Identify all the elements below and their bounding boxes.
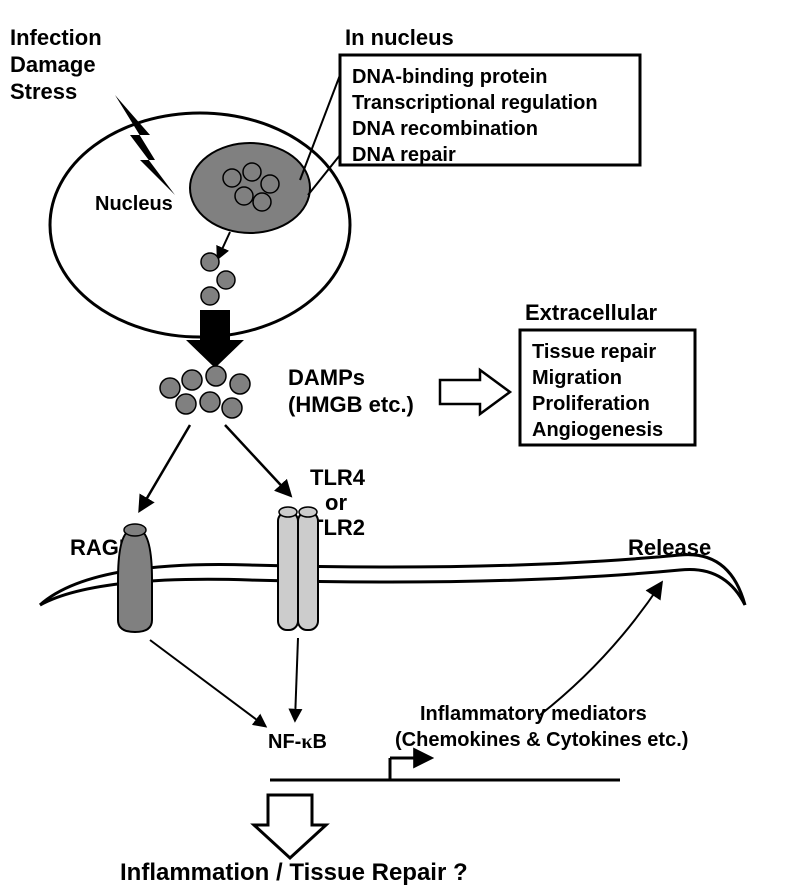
in-nucleus-line: DNA-binding protein	[352, 66, 548, 88]
extracellular-line: Tissue repair	[532, 341, 656, 363]
damage-label: Damage	[10, 52, 96, 77]
mediators-label-2: (Chemokines & Cytokines etc.)	[395, 729, 688, 751]
in-nucleus-line: DNA repair	[352, 144, 456, 166]
tlr-cap-left	[279, 507, 297, 517]
nucleus-label: Nucleus	[95, 193, 173, 215]
damp-particle	[222, 398, 242, 418]
extracellular-line: Migration	[532, 367, 622, 389]
damp-particle	[230, 374, 250, 394]
mediators-label-1: Inflammatory mediators	[420, 703, 647, 725]
extracellular-title: Extracellular	[525, 300, 658, 325]
rage-receptor-cap	[124, 524, 146, 536]
rage-receptor	[118, 530, 152, 632]
nucleus-particle	[253, 193, 271, 211]
damp-particle	[182, 370, 202, 390]
nucleus	[190, 143, 310, 233]
infection-label: Infection	[10, 25, 102, 50]
in-nucleus-title: In nucleus	[345, 25, 454, 50]
cytoplasm-particle	[201, 253, 219, 271]
cytoplasm-particle	[217, 271, 235, 289]
nucleus-particle	[243, 163, 261, 181]
damp-particle	[200, 392, 220, 412]
in-nucleus-line: DNA recombination	[352, 118, 538, 140]
release-label: Release	[628, 535, 711, 560]
nucleus-particle	[235, 187, 253, 205]
cytoplasm-particle	[201, 287, 219, 305]
nfkb-label: NF-κB	[268, 731, 327, 753]
damp-particle	[206, 366, 226, 386]
nucleus-particle	[261, 175, 279, 193]
nucleus-particle	[223, 169, 241, 187]
stress-label: Stress	[10, 79, 77, 104]
tlr-receptor-left	[278, 512, 298, 630]
extracellular-line: Angiogenesis	[532, 419, 663, 441]
damp-particle	[176, 394, 196, 414]
damps-label: DAMPs	[288, 365, 365, 390]
damp-particle	[160, 378, 180, 398]
extracellular-line: Proliferation	[532, 393, 650, 415]
bottom-label: Inflammation / Tissue Repair ?	[120, 859, 468, 886]
in-nucleus-line: Transcriptional regulation	[352, 92, 598, 114]
tlr4-label: TLR4	[310, 465, 366, 490]
tlr-receptor-right	[298, 512, 318, 630]
damps-sub-label: (HMGB etc.)	[288, 392, 414, 417]
tlr-or-label: or	[325, 490, 347, 515]
tlr-cap-right	[299, 507, 317, 517]
